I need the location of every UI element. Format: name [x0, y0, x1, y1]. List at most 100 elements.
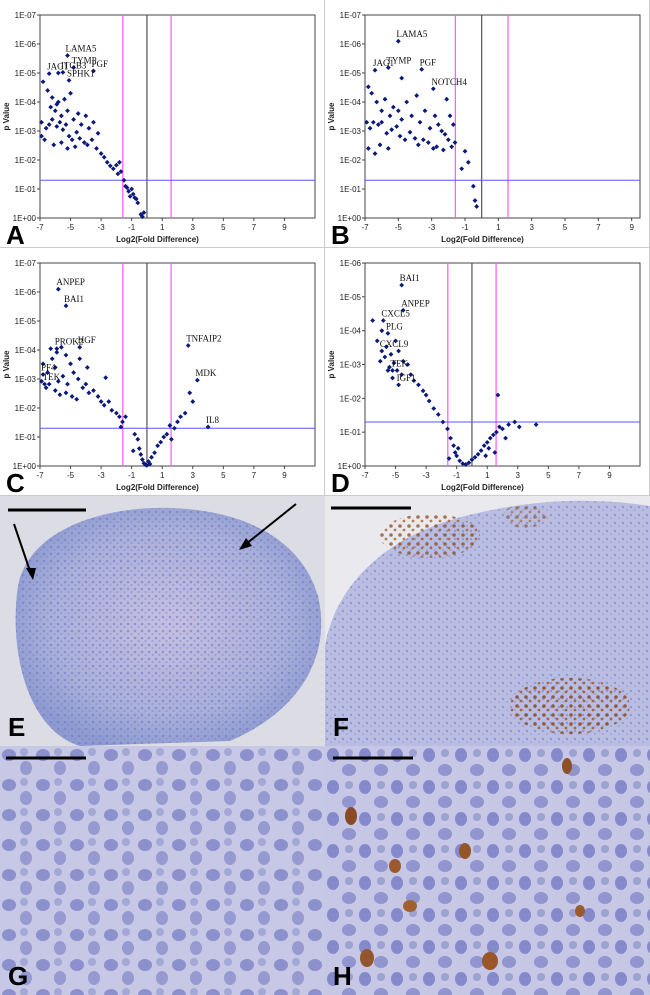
- y-tick-label-d-4: 1E-02: [340, 394, 362, 403]
- volcano-plot-b: 1E-07 1E-06 1E-05 1E-04 1E-03 1E-02 1E-01 1E+00…: [327, 11, 641, 244]
- point-a-5: [58, 113, 64, 119]
- point-d-21: [399, 372, 405, 378]
- point-c-7: [68, 361, 73, 367]
- point-a-35: [58, 140, 64, 145]
- point-d-49: [452, 450, 458, 455]
- gene-label-b-tymp: TYMP: [386, 56, 411, 66]
- point-a-47: [115, 171, 121, 177]
- point-d-2: [379, 328, 385, 334]
- micrograph-f: [325, 496, 650, 746]
- y-tick-label-a-5: 1E-02: [15, 156, 37, 165]
- point-d-20: [394, 368, 400, 373]
- y-tick-label-b-4: 1E-03: [340, 127, 362, 136]
- point-a-65: [60, 69, 66, 75]
- point-d-36: [475, 451, 481, 457]
- y-tick-label-c-2: 1E-05: [15, 317, 37, 326]
- micrograph-h: [325, 746, 650, 995]
- point-b-35: [445, 137, 451, 143]
- point-a-30: [89, 137, 95, 143]
- point-c-35: [63, 352, 69, 358]
- point-c-59: [190, 399, 196, 404]
- x-tick-label-c-3: -1: [128, 471, 136, 480]
- point-b-51: [472, 198, 478, 203]
- x-tick-label-b-4: 1: [496, 223, 501, 232]
- point-c-18: [46, 381, 52, 387]
- point-a-28: [81, 140, 87, 145]
- point-c-27: [113, 410, 119, 416]
- point-b-31: [430, 146, 436, 151]
- x-tick-label-c-8: 9: [282, 471, 287, 480]
- point-d-5: [393, 338, 398, 344]
- y-tick-label-d-3: 1E-03: [340, 361, 362, 370]
- point-b-44: [444, 96, 450, 102]
- point-a-14: [91, 119, 96, 125]
- x-tick-label-a-2: -3: [98, 223, 106, 232]
- gene-label-b-notch4: NOTCH4: [431, 77, 467, 87]
- point-d-45: [506, 422, 512, 428]
- x-tick-label-d-8: 9: [607, 471, 612, 480]
- point-c-0: [40, 361, 46, 367]
- point-a-17: [43, 125, 49, 131]
- panel-letter-c: C: [6, 468, 25, 496]
- chart-panel-a: 1E-07 1E-06 1E-05 1E-04 1E-03 1E-02 1E-01 1E+00…: [0, 0, 325, 248]
- x-tick-label-a-1: -5: [67, 223, 75, 232]
- x-tick-label-a-7: 7: [252, 223, 257, 232]
- point-a-38: [49, 95, 55, 100]
- point-a-26: [74, 129, 80, 135]
- point-b-14: [427, 125, 433, 131]
- point-c-20: [57, 392, 63, 398]
- y-axis-label-d: p Value: [327, 350, 336, 379]
- point-d-14: [426, 398, 432, 404]
- point-b-2: [374, 99, 380, 105]
- x-tick-label-b-5: 3: [529, 223, 534, 232]
- point-b-24: [397, 133, 403, 139]
- point-c-68: [40, 372, 46, 377]
- point-c-23: [74, 396, 80, 402]
- y-tick-label-a-3: 1E-04: [15, 98, 37, 107]
- point-a-66: [55, 70, 61, 76]
- point-a-7: [65, 108, 70, 114]
- point-d-52: [492, 450, 498, 455]
- point-b-33: [439, 128, 445, 134]
- point-c-15: [98, 399, 104, 404]
- point-a-52: [129, 186, 135, 192]
- point-c-6: [65, 381, 70, 387]
- x-tick-label-d-4: 1: [485, 471, 490, 480]
- point-a-15: [95, 130, 101, 136]
- y-tick-label-d-0: 1E-06: [340, 259, 362, 268]
- point-c-36: [77, 356, 83, 362]
- point-c-12: [86, 390, 92, 396]
- gene-label-b-lama5: LAMA5: [396, 29, 427, 39]
- point-a-64: [91, 68, 96, 74]
- point-c-33: [54, 349, 60, 355]
- gene-label-a-sphk1: SPHK1: [67, 68, 95, 78]
- y-tick-label-a-0: 1E-07: [15, 11, 37, 20]
- chart-panel-d: 1E-06 1E-05 1E-04 1E-03 1E-02 1E-01 1E+00 -7 -5 -…: [325, 248, 650, 496]
- x-tick-label-d-0: -7: [361, 471, 369, 480]
- y-axis-label-c: p Value: [2, 350, 11, 379]
- point-a-60: [123, 183, 128, 189]
- gene-label-b-pgf: PGF: [420, 57, 437, 67]
- x-tick-label-a-0: -7: [36, 223, 44, 232]
- point-d-7: [400, 358, 406, 364]
- x-tick-label-b-2: -3: [428, 223, 436, 232]
- point-a-40: [98, 151, 104, 156]
- point-a-61: [135, 200, 141, 206]
- point-b-26: [407, 129, 413, 135]
- x-tick-label-a-3: -1: [128, 223, 136, 232]
- point-d-11: [416, 382, 421, 388]
- point-a-32: [39, 133, 44, 139]
- point-c-61: [178, 414, 183, 420]
- point-d-13: [423, 392, 429, 398]
- point-d-9: [408, 372, 414, 378]
- point-d-38: [481, 443, 487, 449]
- point-d-0: [370, 318, 376, 323]
- x-tick-label-a-5: 3: [191, 223, 196, 232]
- point-c-21: [63, 390, 69, 396]
- point-a-0: [40, 79, 46, 85]
- point-a-27: [77, 136, 83, 141]
- x-tick-label-a-8: 9: [282, 223, 287, 232]
- point-c-43: [139, 457, 145, 462]
- point-b-29: [420, 137, 426, 143]
